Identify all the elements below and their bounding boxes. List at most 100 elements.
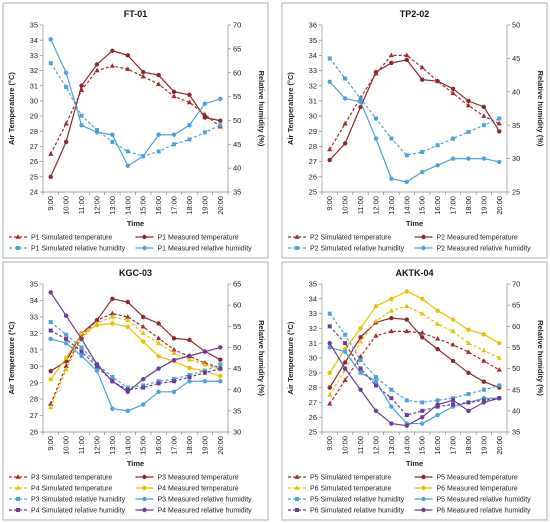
data-point bbox=[342, 96, 348, 101]
data-point bbox=[79, 331, 84, 336]
y2-tick-label: 70 bbox=[233, 21, 241, 30]
y-tick-label: 33 bbox=[309, 66, 317, 75]
data-point bbox=[327, 385, 332, 390]
data-point bbox=[466, 98, 471, 104]
legend-label: P6 Simulated relative humidity bbox=[310, 508, 405, 515]
y-axis-title: Air Temperature (°C) bbox=[286, 72, 295, 145]
legend-swatch-marker bbox=[421, 245, 426, 251]
data-point bbox=[343, 332, 348, 337]
series-line bbox=[50, 312, 221, 405]
series-4 bbox=[48, 321, 223, 382]
series-line bbox=[329, 313, 500, 404]
legend-label: P2 Measured temperature bbox=[437, 235, 518, 242]
x-tick-label: 9:00 bbox=[46, 436, 55, 451]
data-point bbox=[63, 120, 69, 126]
legend-item: P1 Measured relative humidity bbox=[135, 246, 252, 253]
series-2 bbox=[327, 315, 502, 390]
y2-tick-label: 30 bbox=[512, 154, 520, 163]
y-tick-label: 27 bbox=[30, 142, 38, 151]
legend-item: P6 Simulated temperature bbox=[288, 485, 391, 493]
data-point bbox=[171, 346, 177, 352]
data-point bbox=[79, 83, 84, 88]
data-point bbox=[109, 310, 115, 316]
data-point bbox=[451, 402, 456, 407]
data-point bbox=[110, 296, 115, 301]
data-point bbox=[48, 290, 53, 295]
data-point bbox=[388, 52, 394, 58]
data-point bbox=[466, 129, 471, 134]
y2-tick-label: 70 bbox=[512, 280, 520, 289]
data-point bbox=[435, 346, 440, 352]
y-tick-label: 28 bbox=[30, 127, 38, 136]
chart-title: FT-01 bbox=[124, 9, 148, 19]
x-tick-label: 20:00 bbox=[216, 436, 225, 455]
data-point bbox=[435, 335, 441, 341]
series-8 bbox=[327, 341, 502, 428]
y2-tick-label: 50 bbox=[233, 343, 241, 352]
x-axis-title: Time bbox=[406, 459, 423, 468]
data-point bbox=[141, 385, 146, 390]
data-point bbox=[125, 389, 130, 395]
legend-label: P3 Measured relative humidity bbox=[158, 497, 253, 504]
x-tick-label: 20:00 bbox=[216, 196, 225, 215]
data-point bbox=[63, 341, 69, 346]
y-axis-title: Air Temperature (°C) bbox=[7, 321, 16, 394]
y-tick-label: 35 bbox=[30, 21, 38, 30]
data-point bbox=[218, 379, 223, 384]
y-tick-label: 28 bbox=[309, 383, 317, 392]
legend-swatch-marker bbox=[142, 485, 147, 491]
data-point bbox=[187, 372, 192, 377]
data-point bbox=[125, 324, 130, 329]
y-tick-label: 32 bbox=[30, 66, 38, 75]
legend-swatch-marker bbox=[421, 234, 426, 240]
y-tick-label: 34 bbox=[30, 296, 38, 305]
x-axis-title: Time bbox=[406, 219, 423, 228]
data-point bbox=[64, 85, 69, 90]
y2-tick-label: 65 bbox=[233, 44, 241, 53]
data-point bbox=[357, 338, 364, 344]
y-tick-label: 36 bbox=[309, 21, 317, 30]
y2-axis-title: Relative humidity (%) bbox=[257, 71, 266, 147]
data-point bbox=[466, 400, 471, 405]
data-point bbox=[389, 404, 394, 409]
data-point bbox=[48, 61, 53, 66]
legend-swatch-marker bbox=[142, 234, 147, 240]
y-tick-label: 25 bbox=[309, 188, 317, 197]
data-point bbox=[110, 132, 115, 137]
legend-item: P3 Measured temperature bbox=[135, 475, 239, 482]
legend-swatch-marker bbox=[294, 474, 300, 479]
x-tick-label: 17:00 bbox=[449, 436, 458, 455]
data-point bbox=[404, 303, 410, 308]
data-point bbox=[94, 62, 100, 67]
series-line bbox=[329, 342, 500, 427]
x-tick-label: 15:00 bbox=[418, 436, 427, 455]
data-point bbox=[481, 123, 486, 128]
legend-item: P5 Measured relative humidity bbox=[414, 496, 531, 504]
legend-item: P4 Simulated relative humidity bbox=[9, 508, 126, 515]
legend-swatch-marker bbox=[295, 497, 299, 501]
data-point bbox=[186, 356, 193, 362]
data-point bbox=[156, 379, 161, 384]
x-tick-label: 9:00 bbox=[325, 436, 334, 451]
data-point bbox=[79, 123, 84, 128]
data-point bbox=[202, 130, 207, 135]
data-point bbox=[109, 314, 115, 319]
data-point bbox=[327, 401, 333, 406]
series-line bbox=[50, 322, 221, 380]
data-point bbox=[389, 60, 394, 66]
series-line bbox=[50, 316, 221, 408]
legend-label: P4 Measured relative humidity bbox=[158, 508, 253, 515]
x-tick-label: 20:00 bbox=[495, 196, 504, 215]
series-8 bbox=[48, 290, 223, 395]
series-2 bbox=[48, 48, 223, 180]
series-5 bbox=[48, 320, 223, 390]
y-tick-label: 31 bbox=[309, 339, 317, 348]
data-point bbox=[373, 383, 378, 388]
data-point bbox=[450, 341, 456, 347]
legend-swatch-marker bbox=[142, 496, 147, 502]
y2-tick-label: 25 bbox=[512, 188, 520, 197]
y2-axis-title: Relative humidity (%) bbox=[257, 320, 266, 396]
legend-swatch-marker bbox=[421, 496, 426, 502]
data-point bbox=[94, 317, 100, 323]
data-point bbox=[373, 375, 378, 380]
